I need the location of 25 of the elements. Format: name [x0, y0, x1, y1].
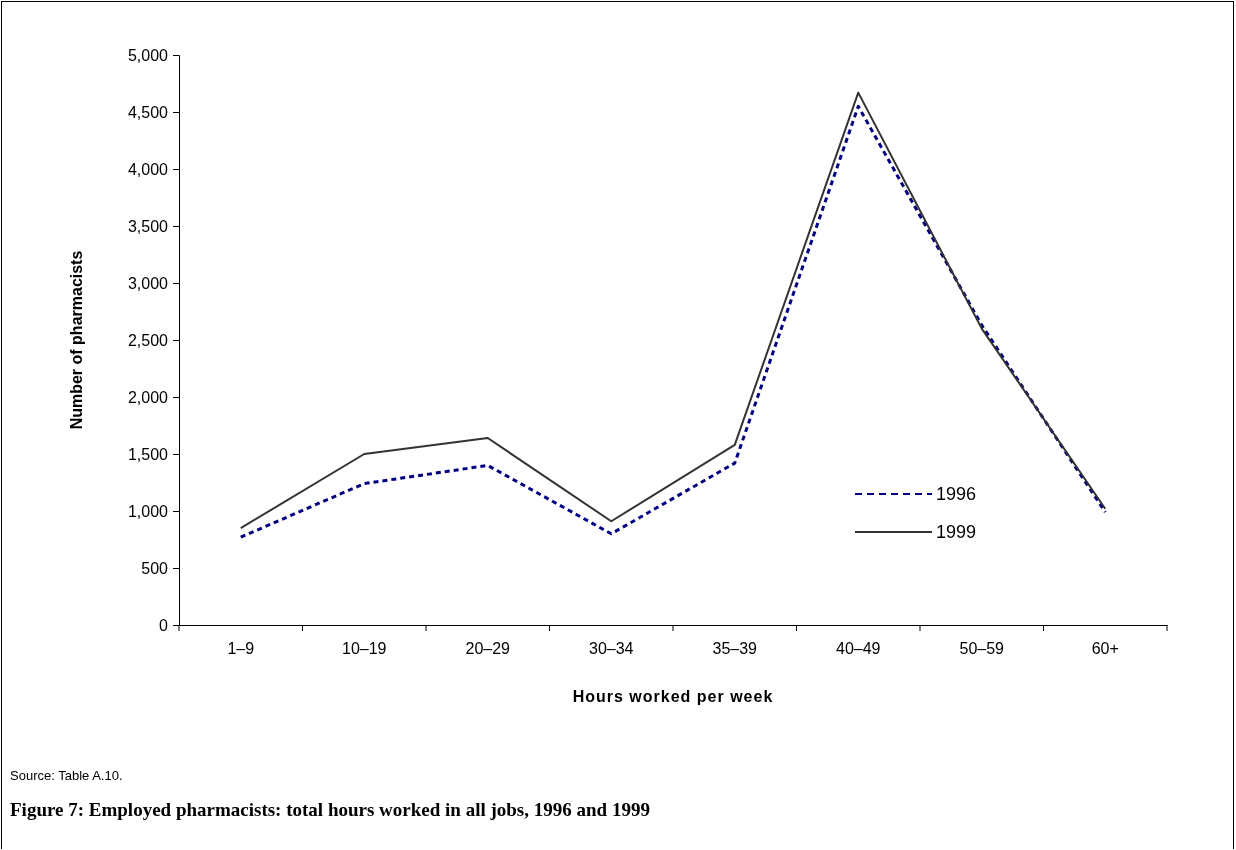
- y-tick-label: 4,500: [127, 103, 169, 121]
- y-tick-label: 1,000: [127, 502, 169, 520]
- x-tick-label: 60+: [1091, 639, 1119, 657]
- y-tick-label: 1,500: [127, 445, 169, 463]
- source-note: Source: Table A.10.: [10, 768, 123, 783]
- y-tick-label: 0: [159, 616, 169, 634]
- legend-label: 1999: [936, 522, 977, 542]
- legend-label: 1996: [936, 484, 977, 504]
- y-tick-label: 4,000: [127, 160, 169, 178]
- x-tick-label: 1–9: [227, 639, 255, 657]
- x-tick-label: 20–29: [465, 639, 511, 657]
- x-tick-label: 35–39: [712, 639, 758, 657]
- y-tick-label: 3,500: [127, 217, 169, 235]
- x-tick-label: 10–19: [342, 639, 387, 657]
- text: Figure 7: Employed pharmacists: total hours worked in all jobs, 1996 and 1999: [10, 799, 650, 820]
- y-tick-label: 2,000: [127, 388, 169, 406]
- y-axis-title: Number of pharmacists: [68, 250, 85, 430]
- y-tick-label: 500: [141, 559, 169, 577]
- x-tick-label: 40–49: [836, 639, 881, 657]
- y-tick-label: 5,000: [127, 46, 169, 64]
- x-tick-label: 30–34: [589, 639, 634, 657]
- x-tick-label: 50–59: [959, 639, 1005, 657]
- x-axis-title: Hours worked per week: [572, 688, 774, 705]
- y-tick-label: 2,500: [127, 331, 169, 349]
- y-tick-label: 3,000: [127, 274, 169, 292]
